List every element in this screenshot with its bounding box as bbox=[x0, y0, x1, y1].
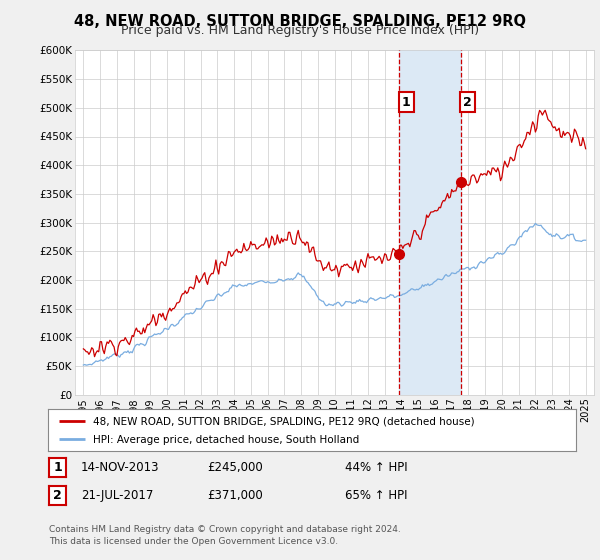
Text: 48, NEW ROAD, SUTTON BRIDGE, SPALDING, PE12 9RQ (detached house): 48, NEW ROAD, SUTTON BRIDGE, SPALDING, P… bbox=[93, 417, 475, 426]
Text: 21-JUL-2017: 21-JUL-2017 bbox=[81, 489, 154, 502]
Text: 65% ↑ HPI: 65% ↑ HPI bbox=[345, 489, 407, 502]
Text: HPI: Average price, detached house, South Holland: HPI: Average price, detached house, Sout… bbox=[93, 435, 359, 445]
Text: 1: 1 bbox=[402, 96, 410, 109]
Text: 44% ↑ HPI: 44% ↑ HPI bbox=[345, 461, 407, 474]
Text: 2: 2 bbox=[53, 489, 62, 502]
Bar bbox=[399, 50, 461, 395]
Text: £245,000: £245,000 bbox=[207, 461, 263, 474]
Text: 2: 2 bbox=[463, 96, 472, 109]
Text: £371,000: £371,000 bbox=[207, 489, 263, 502]
Text: Contains HM Land Registry data © Crown copyright and database right 2024.
This d: Contains HM Land Registry data © Crown c… bbox=[49, 525, 401, 546]
Text: 48, NEW ROAD, SUTTON BRIDGE, SPALDING, PE12 9RQ: 48, NEW ROAD, SUTTON BRIDGE, SPALDING, P… bbox=[74, 14, 526, 29]
Text: Price paid vs. HM Land Registry's House Price Index (HPI): Price paid vs. HM Land Registry's House … bbox=[121, 24, 479, 37]
Text: 14-NOV-2013: 14-NOV-2013 bbox=[81, 461, 160, 474]
Text: 1: 1 bbox=[53, 461, 62, 474]
